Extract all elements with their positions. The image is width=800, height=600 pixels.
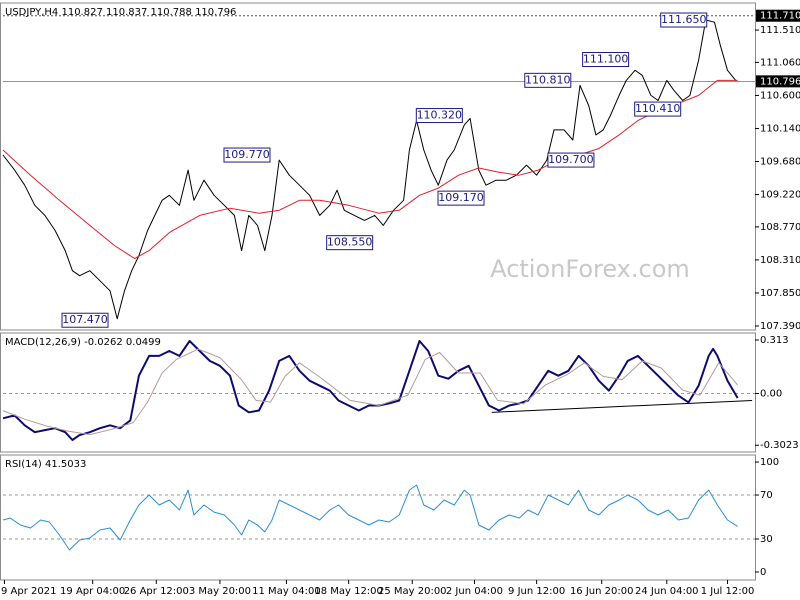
y-tick-label: 110.600 <box>760 90 800 101</box>
y-tick-label: 110.140 <box>760 123 800 134</box>
y-tick-label: 0 <box>760 567 766 578</box>
series-line <box>2 484 738 551</box>
annotation-box <box>660 12 708 28</box>
price-label: 110.796 <box>760 76 800 87</box>
annotation-box <box>223 147 271 163</box>
y-tick-label: 111.510 <box>760 25 800 36</box>
series-line <box>2 348 738 436</box>
y-tick-label: 108.770 <box>760 222 800 233</box>
x-tick-label: 19 Apr 04:00 <box>60 586 125 597</box>
annotation-box <box>582 52 630 68</box>
annotation-label: 110.320 <box>417 109 463 122</box>
annotation-label: 111.650 <box>661 13 707 26</box>
price-label-box <box>756 9 800 22</box>
y-tick-label: 109.220 <box>760 190 800 201</box>
y-tick-label: 109.680 <box>760 157 800 168</box>
x-tick-label: 18 May 12:00 <box>314 586 383 597</box>
watermark: ActionForex.com <box>490 255 690 283</box>
y-tick-label: 111.060 <box>760 57 800 68</box>
pane-title: MACD(12,26,9) -0.0262 0.0499 <box>5 337 161 348</box>
annotation-label: 109.700 <box>548 153 594 166</box>
y-tick-label: 0.00 <box>760 389 782 400</box>
annotation-box <box>524 72 572 88</box>
x-tick-label: 2 Jun 04:00 <box>446 586 503 597</box>
annotation-box <box>547 152 595 168</box>
annotation-box <box>634 101 682 117</box>
y-tick-label: 107.390 <box>760 321 800 332</box>
x-tick-label: 16 Jun 20:00 <box>570 586 634 597</box>
annotation-box <box>415 108 463 124</box>
annotation-label: 110.810 <box>525 73 571 86</box>
pane-frame <box>0 332 756 453</box>
x-tick-label: 26 Apr 12:00 <box>124 586 189 597</box>
x-tick-label: 11 May 04:00 <box>252 586 321 597</box>
annotation-box <box>326 235 374 251</box>
y-tick-label: 0.313 <box>760 335 789 346</box>
series-line <box>2 340 739 441</box>
pane-frame <box>0 2 756 331</box>
y-tick-label: 30 <box>760 534 773 545</box>
series-line <box>2 79 738 259</box>
annotation-box <box>61 312 109 328</box>
x-tick-label: 3 May 20:00 <box>189 586 251 597</box>
series-line <box>2 19 737 320</box>
trend-line <box>491 400 753 413</box>
y-tick-label: 108.310 <box>760 255 800 266</box>
price-label: 111.710 <box>760 11 800 22</box>
pane-title: RSI(14) 41.5033 <box>5 459 86 470</box>
x-tick-label: 9 Jun 12:00 <box>508 586 565 597</box>
annotation-label: 109.170 <box>438 191 484 204</box>
pane-title: USDJPY,H4 110.827 110.837 110.788 110.79… <box>5 7 236 18</box>
pane-frame <box>0 454 756 581</box>
annotation-label: 108.550 <box>327 236 373 249</box>
annotation-label: 107.470 <box>62 313 108 326</box>
x-tick-label: 24 Jun 04:00 <box>635 586 699 597</box>
annotation-label: 111.100 <box>583 53 629 66</box>
y-tick-label: 107.850 <box>760 288 800 299</box>
annotation-box <box>437 190 485 206</box>
x-tick-label: 25 May 20:00 <box>378 586 447 597</box>
x-tick-label: 1 Jul 12:00 <box>701 586 755 597</box>
y-tick-label: -0.3023 <box>760 440 799 451</box>
y-tick-label: 100 <box>760 457 779 468</box>
annotation-label: 110.410 <box>635 102 681 115</box>
annotation-label: 109.770 <box>224 148 270 161</box>
x-tick-label: 9 Apr 2021 <box>1 586 56 597</box>
price-label-box <box>756 75 800 88</box>
y-tick-label: 70 <box>760 490 773 501</box>
